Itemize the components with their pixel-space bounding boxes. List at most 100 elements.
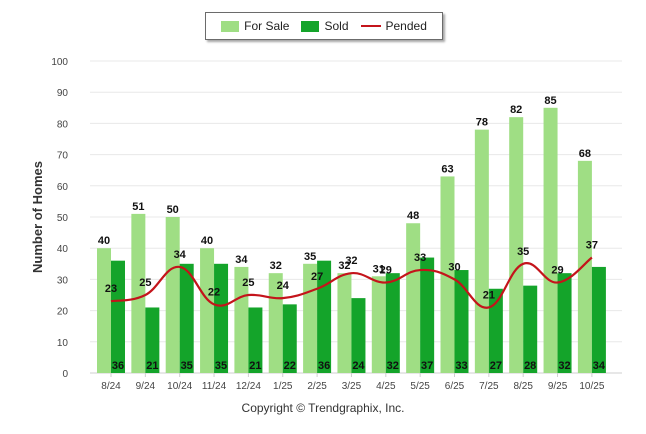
y-tick-label: 70 — [57, 151, 69, 162]
data-label-for-sale: 34 — [235, 254, 248, 266]
data-label-for-sale: 35 — [304, 251, 316, 263]
legend-swatch-for-sale — [221, 20, 240, 32]
bar-sold — [523, 285, 538, 373]
data-label-pended: 35 — [517, 246, 529, 258]
x-tick-label: 12/24 — [236, 381, 261, 392]
data-label-for-sale: 85 — [544, 95, 556, 107]
y-axis-label: Number of Homes — [30, 161, 45, 273]
bar-sold — [282, 304, 297, 373]
bar-sold — [111, 260, 125, 373]
data-label-for-sale: 40 — [98, 235, 110, 247]
x-tick-label: 10/24 — [167, 381, 192, 392]
data-label-for-sale: 68 — [579, 148, 591, 160]
data-label-pended: 21 — [483, 289, 495, 301]
bar-for-sale — [200, 248, 215, 373]
bar-for-sale — [543, 107, 558, 374]
y-tick-label: 20 — [57, 307, 69, 318]
x-tick-label: 8/24 — [101, 381, 121, 392]
x-tick-label: 9/24 — [136, 381, 156, 392]
legend-label-pended: Pended — [385, 19, 427, 33]
data-label-pended: 30 — [448, 261, 460, 273]
data-label-pended: 29 — [380, 265, 392, 277]
data-label-sold: 28 — [524, 360, 536, 372]
bar-sold — [454, 270, 469, 373]
data-label-for-sale: 51 — [132, 201, 144, 213]
bar-sold — [145, 307, 160, 373]
legend-item-pended[interactable]: Pended — [360, 19, 427, 33]
y-tick-label: 60 — [57, 182, 69, 193]
x-tick-label: 8/25 — [513, 381, 533, 392]
y-axis-ticks: 0 10 20 30 40 50 60 70 80 90 100 — [51, 57, 68, 380]
bar-for-sale — [165, 217, 180, 373]
data-label-sold: 35 — [181, 360, 193, 372]
data-label-for-sale: 40 — [201, 235, 213, 247]
y-tick-label: 40 — [57, 244, 69, 255]
x-tick-label: 1/25 — [273, 381, 293, 392]
data-label-pended: 37 — [586, 240, 598, 252]
pended-series-line — [110, 256, 593, 309]
bar-sold — [420, 257, 435, 373]
data-label-for-sale: 50 — [167, 204, 179, 216]
data-label-sold: 22 — [284, 360, 296, 372]
legend: For Sale Sold Pended — [205, 12, 443, 40]
x-tick-label: 11/24 — [202, 381, 227, 392]
legend-label-for-sale: For Sale — [244, 19, 290, 33]
data-label-for-sale: 48 — [407, 210, 419, 222]
x-tick-label: 10/25 — [579, 381, 604, 392]
bar-for-sale — [406, 223, 421, 373]
data-label-pended: 32 — [345, 255, 357, 267]
x-tick-label: 5/25 — [410, 381, 430, 392]
bar-for-sale — [337, 273, 352, 373]
x-tick-label: 3/25 — [342, 381, 362, 392]
data-label-pended: 34 — [174, 249, 187, 261]
legend-swatch-pended — [360, 25, 381, 27]
y-tick-label: 90 — [57, 88, 69, 99]
bar-sold — [351, 298, 366, 373]
x-tick-label: 9/25 — [548, 381, 568, 392]
bar-sold — [214, 263, 229, 373]
data-label-sold: 34 — [593, 360, 606, 372]
data-label-sold: 35 — [215, 360, 227, 372]
data-label-sold: 21 — [146, 360, 158, 372]
data-label-for-sale: 63 — [441, 163, 453, 175]
pended-line — [110, 256, 593, 309]
y-tick-label: 80 — [57, 119, 69, 130]
data-label-pended: 23 — [105, 283, 117, 295]
copyright-text: Copyright © Trendgraphix, Inc. — [241, 401, 405, 415]
x-axis-ticks: 8/24 9/24 10/24 11/24 12/24 1/25 2/25 3/25 4/25 5… — [101, 373, 605, 392]
data-label-sold: 21 — [249, 360, 261, 372]
data-label-sold: 36 — [112, 360, 124, 372]
bar-for-sale — [131, 213, 146, 373]
y-tick-label: 10 — [57, 338, 69, 349]
data-label-sold: 36 — [318, 360, 330, 372]
bar-for-sale — [371, 276, 386, 373]
data-label-sold: 37 — [421, 360, 433, 372]
data-label-pended: 25 — [139, 277, 151, 289]
bar-sold — [591, 266, 606, 373]
y-tick-label: 50 — [57, 213, 69, 224]
x-tick-label: 4/25 — [376, 381, 396, 392]
data-label-pended: 27 — [311, 271, 323, 283]
data-label-pended: 33 — [414, 252, 426, 264]
bar-sold — [557, 273, 572, 373]
data-label-pended: 22 — [208, 286, 220, 298]
x-tick-label: 7/25 — [479, 381, 499, 392]
data-label-for-sale: 78 — [476, 117, 488, 129]
data-labels: 40 36 51 21 50 35 40 35 34 21 32 22 35 36 32 24 31 32 48 37… — [98, 95, 606, 372]
bar-for-sale — [234, 266, 249, 373]
data-label-pended: 24 — [277, 280, 290, 292]
legend-item-sold[interactable]: Sold — [301, 19, 349, 33]
data-label-sold: 27 — [490, 360, 502, 372]
y-tick-label: 0 — [62, 369, 68, 380]
y-tick-label: 100 — [51, 57, 68, 68]
legend-item-for-sale[interactable]: For Sale — [221, 19, 289, 33]
legend-swatch-sold — [301, 20, 320, 32]
data-label-sold: 33 — [455, 360, 467, 372]
bar-sold — [179, 263, 194, 373]
bars — [97, 107, 606, 374]
data-label-sold: 32 — [558, 360, 570, 372]
data-label-sold: 24 — [352, 360, 365, 372]
bar-for-sale — [577, 160, 592, 373]
bar-sold — [317, 260, 332, 373]
